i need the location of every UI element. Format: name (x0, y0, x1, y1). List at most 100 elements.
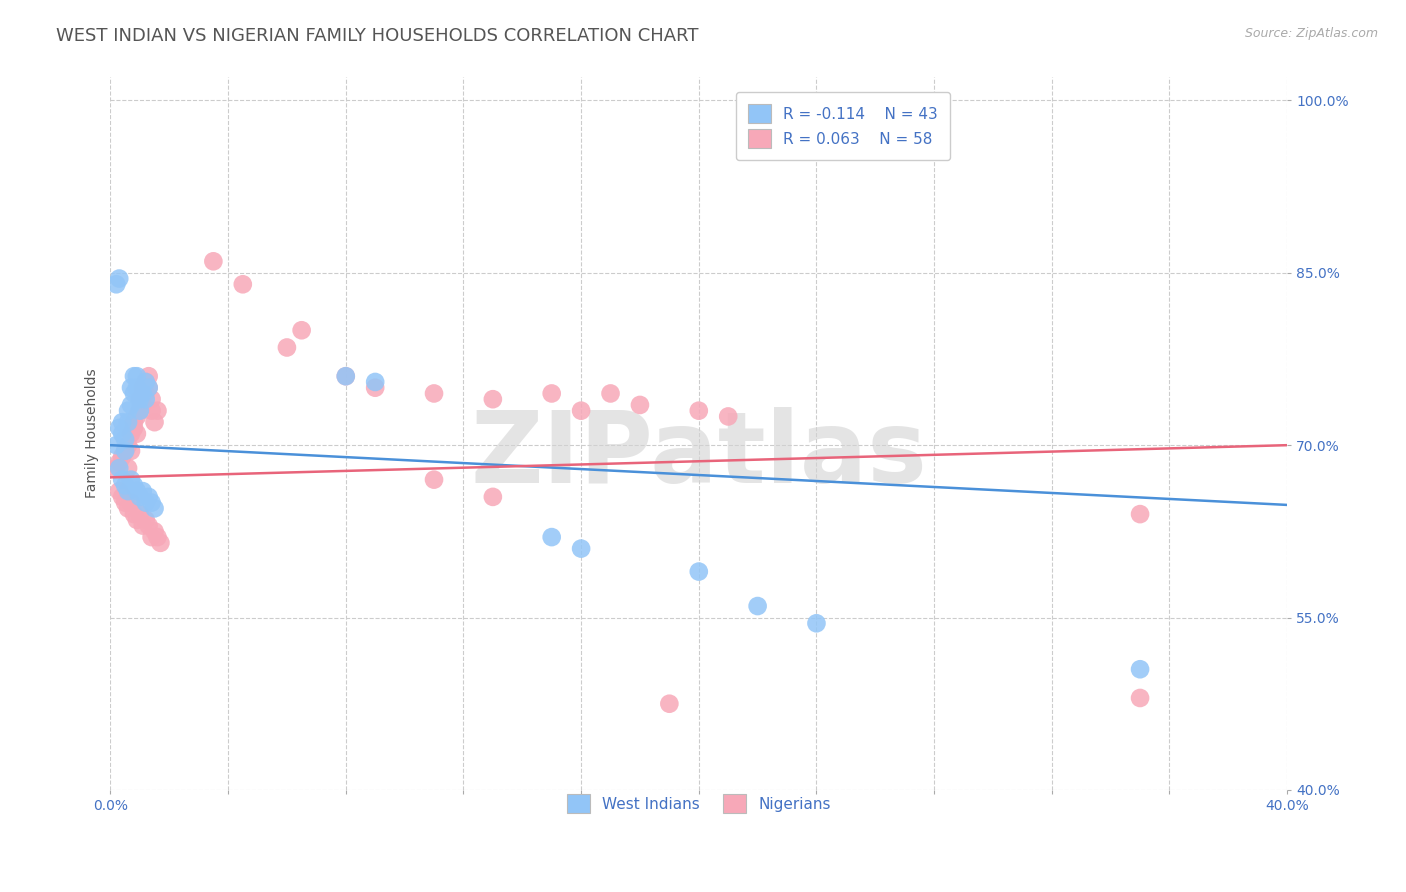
Legend: West Indians, Nigerians: West Indians, Nigerians (555, 782, 842, 825)
Point (122, 369, 145, 384)
Point (128, 392, 150, 407)
Point (128, 507, 150, 521)
Point (120, 495, 142, 509)
Point (114, 478, 136, 492)
Point (122, 415, 145, 429)
Point (569, 541, 592, 556)
Point (122, 386, 145, 401)
Point (232, 277, 254, 292)
Point (540, 530, 562, 544)
Point (108, 271, 131, 285)
Point (138, 381, 160, 395)
Point (658, 697, 681, 711)
Point (120, 444, 142, 458)
Point (599, 386, 621, 401)
Text: Source: ZipAtlas.com: Source: ZipAtlas.com (1244, 27, 1378, 40)
Point (291, 323, 314, 337)
Point (146, 530, 169, 544)
Point (141, 530, 163, 544)
Point (146, 403, 169, 417)
Point (688, 403, 710, 417)
Point (105, 438, 128, 452)
Point (108, 461, 131, 475)
Y-axis label: Family Households: Family Households (86, 369, 100, 499)
Point (114, 495, 136, 509)
Point (117, 415, 139, 429)
Point (141, 495, 163, 509)
Point (569, 403, 592, 417)
Point (149, 536, 172, 550)
Point (132, 518, 155, 533)
Point (128, 403, 150, 417)
Point (120, 473, 142, 487)
Text: WEST INDIAN VS NIGERIAN FAMILY HOUSEHOLDS CORRELATION CHART: WEST INDIAN VS NIGERIAN FAMILY HOUSEHOLD… (56, 27, 699, 45)
Point (114, 444, 136, 458)
Point (122, 507, 145, 521)
Point (132, 484, 155, 499)
Point (135, 375, 157, 389)
Point (688, 565, 710, 579)
Point (125, 409, 148, 424)
Point (138, 490, 160, 504)
Point (114, 444, 136, 458)
Point (138, 381, 160, 395)
Point (117, 484, 139, 499)
Point (120, 381, 142, 395)
Point (122, 478, 145, 492)
Point (120, 398, 142, 412)
Point (128, 392, 150, 407)
Point (108, 421, 131, 435)
Point (117, 403, 139, 417)
Point (120, 426, 142, 441)
Point (111, 490, 134, 504)
Point (540, 386, 562, 401)
Point (138, 369, 160, 384)
Point (132, 398, 155, 412)
Point (364, 381, 387, 395)
Point (111, 415, 134, 429)
Point (125, 513, 148, 527)
Point (364, 375, 387, 389)
Point (202, 254, 225, 268)
Point (143, 501, 166, 516)
Point (128, 490, 150, 504)
Point (125, 369, 148, 384)
Point (806, 616, 828, 631)
Point (1129, 662, 1152, 676)
Point (132, 381, 155, 395)
Point (628, 398, 651, 412)
Point (135, 513, 157, 527)
Point (143, 524, 166, 539)
Point (138, 518, 160, 533)
Point (143, 415, 166, 429)
Point (108, 484, 131, 499)
Point (1129, 507, 1152, 521)
Point (747, 599, 769, 613)
Point (482, 490, 505, 504)
Point (423, 473, 446, 487)
Point (105, 461, 128, 475)
Point (117, 438, 139, 452)
Point (335, 369, 357, 384)
Text: ZIPatlas: ZIPatlas (471, 407, 927, 504)
Point (1129, 690, 1152, 705)
Point (108, 455, 131, 469)
Point (125, 381, 148, 395)
Point (717, 409, 740, 424)
Point (125, 484, 148, 499)
Point (276, 341, 298, 355)
Point (117, 501, 139, 516)
Point (132, 386, 155, 401)
Point (423, 386, 446, 401)
Point (128, 403, 150, 417)
Point (482, 392, 505, 407)
Point (125, 426, 148, 441)
Point (135, 386, 157, 401)
Point (111, 473, 134, 487)
Point (335, 369, 357, 384)
Point (111, 450, 134, 464)
Point (114, 433, 136, 447)
Point (135, 375, 157, 389)
Point (111, 426, 134, 441)
Point (141, 392, 163, 407)
